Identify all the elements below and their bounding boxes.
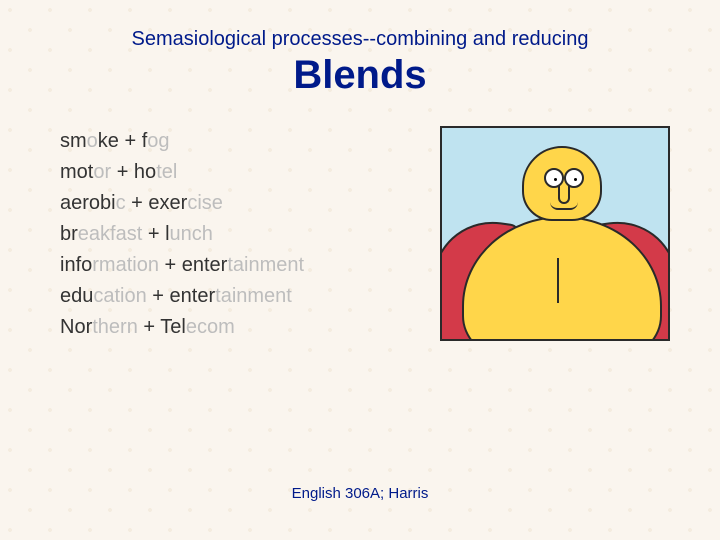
list-item: breakfast + lunch [60, 219, 440, 250]
blend-gray-segment: c [116, 192, 126, 214]
blend-gray-segment: tainment [227, 254, 304, 276]
blend-dark-segment: + enter [147, 285, 215, 307]
blend-gray-segment: ecom [186, 316, 235, 338]
blend-dark-segment: + l [142, 223, 169, 245]
blend-dark-segment: + ho [111, 161, 156, 183]
content-row: smoke + fogmotor + hotelaerobic + exerci… [0, 98, 720, 343]
blend-list: smoke + fogmotor + hotelaerobic + exerci… [60, 126, 440, 343]
list-item: motor + hotel [60, 157, 440, 188]
blend-dark-segment: + Tel [138, 316, 186, 338]
blend-gray-segment: og [147, 130, 169, 152]
character-head [522, 146, 602, 221]
blend-dark-segment: edu [60, 285, 93, 307]
list-item: information + entertainment [60, 250, 440, 281]
blend-dark-segment: + exer [126, 192, 188, 214]
eye-left [544, 168, 564, 188]
mouth [550, 202, 578, 210]
blend-gray-segment: tainment [215, 285, 292, 307]
blend-gray-segment: eakfast [78, 223, 142, 245]
slide-title: Blends [0, 53, 720, 98]
blend-gray-segment: tel [156, 161, 177, 183]
blend-gray-segment: rmation [92, 254, 159, 276]
blend-dark-segment: br [60, 223, 78, 245]
slide-subtitle: Semasiological processes--combining and … [0, 0, 720, 51]
list-item: education + entertainment [60, 281, 440, 312]
blend-dark-segment: info [60, 254, 92, 276]
blend-gray-segment: cation [93, 285, 146, 307]
blend-gray-segment: cise [187, 192, 223, 214]
list-item: Northern + Telecom [60, 312, 440, 343]
illustration [440, 126, 670, 341]
slide-footer: English 306A; Harris [0, 485, 720, 502]
blend-dark-segment: ke + f [98, 130, 147, 152]
blend-gray-segment: or [93, 161, 111, 183]
blend-dark-segment: sm [60, 130, 87, 152]
chest-line [557, 258, 559, 303]
eye-right [564, 168, 584, 188]
blend-gray-segment: thern [92, 316, 138, 338]
list-item: smoke + fog [60, 126, 440, 157]
blend-dark-segment: aerobi [60, 192, 116, 214]
blend-gray-segment: unch [170, 223, 213, 245]
blend-dark-segment: mot [60, 161, 93, 183]
blend-gray-segment: o [87, 130, 98, 152]
list-item: aerobic + exercise [60, 188, 440, 219]
blend-dark-segment: + enter [159, 254, 227, 276]
blend-dark-segment: Nor [60, 316, 92, 338]
